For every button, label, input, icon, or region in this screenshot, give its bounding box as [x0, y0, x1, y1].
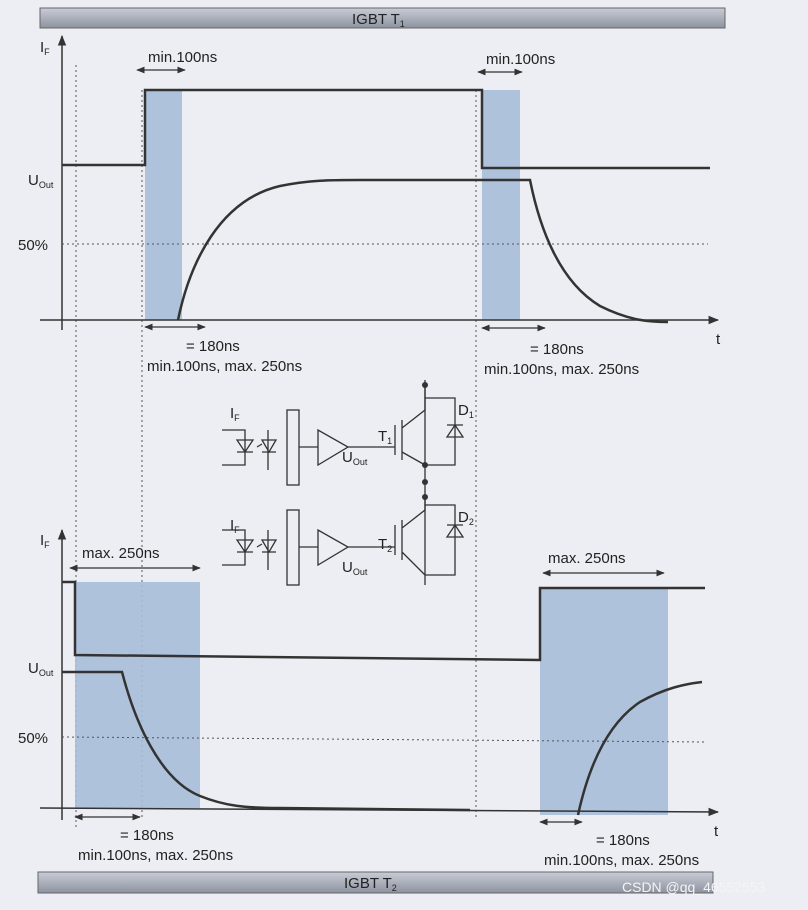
time-label: t	[716, 331, 721, 348]
node	[422, 479, 428, 485]
photodiode	[256, 530, 278, 570]
isolation-block	[286, 409, 300, 486]
circuit-label: UOut	[342, 449, 368, 467]
note: min.100ns, max. 250ns	[544, 852, 699, 869]
led	[222, 429, 255, 466]
shaded-interval	[540, 588, 668, 815]
buffer	[317, 428, 350, 467]
footer-title: IGBT T2	[344, 875, 397, 893]
axis-label: IF	[40, 39, 50, 57]
shaded-interval	[482, 90, 520, 320]
diode	[425, 397, 465, 466]
igbt	[394, 385, 426, 466]
axis-label: UOut	[28, 172, 54, 190]
time-label: t	[714, 823, 719, 840]
note: max. 250ns	[548, 550, 626, 567]
gate-driver-circuit: IF UOut T1 D1 IF UOut T2 D2	[222, 380, 474, 586]
note: max. 250ns	[82, 545, 160, 562]
top-diagram: IF UOut 50% t min.100ns min.100ns = 180n…	[18, 34, 721, 378]
note: min.100ns, max. 250ns	[78, 847, 233, 864]
circuit-label: IF	[230, 405, 240, 423]
circuit-label: IF	[230, 517, 240, 535]
circuit-label: D1	[458, 402, 474, 420]
header-title: IGBT T1	[352, 11, 405, 29]
buffer	[317, 528, 350, 567]
circuit-label: D2	[458, 509, 474, 527]
note: = 180ns	[186, 338, 240, 355]
shaded-interval	[75, 582, 200, 808]
note: = 180ns	[596, 832, 650, 849]
isolation-block	[286, 509, 300, 586]
note: = 180ns	[120, 827, 174, 844]
shaded-interval	[145, 90, 182, 320]
igbt	[394, 497, 426, 576]
note: min.100ns	[486, 51, 555, 68]
circuit-label: T1	[378, 428, 392, 446]
level-50-line	[61, 736, 705, 743]
current-signal	[62, 580, 705, 662]
photodiode	[256, 430, 278, 470]
circuit-label: T2	[378, 536, 392, 554]
note: min.100ns	[148, 49, 217, 66]
axis-label: UOut	[28, 660, 54, 678]
led	[222, 529, 255, 566]
axis-label: IF	[40, 532, 50, 550]
header-bar	[39, 7, 726, 29]
voltage-signal	[576, 680, 703, 816]
voltage-signal	[62, 670, 471, 812]
circuit-label: UOut	[342, 559, 368, 577]
note: min.100ns, max. 250ns	[147, 358, 302, 375]
driver-stage	[222, 497, 465, 586]
note: = 180ns	[530, 341, 584, 358]
bottom-diagram: IF UOut 50% t max. 250ns max. 250ns = 18…	[18, 528, 720, 869]
level-label: 50%	[18, 237, 48, 254]
voltage-signal	[176, 178, 669, 324]
note: min.100ns, max. 250ns	[484, 361, 639, 378]
diode	[425, 504, 465, 576]
driver-stage	[222, 385, 465, 486]
current-signal	[62, 88, 710, 170]
level-label: 50%	[18, 730, 48, 747]
watermark: CSDN @qq_46552553	[622, 879, 766, 895]
footer-bar	[37, 871, 714, 894]
